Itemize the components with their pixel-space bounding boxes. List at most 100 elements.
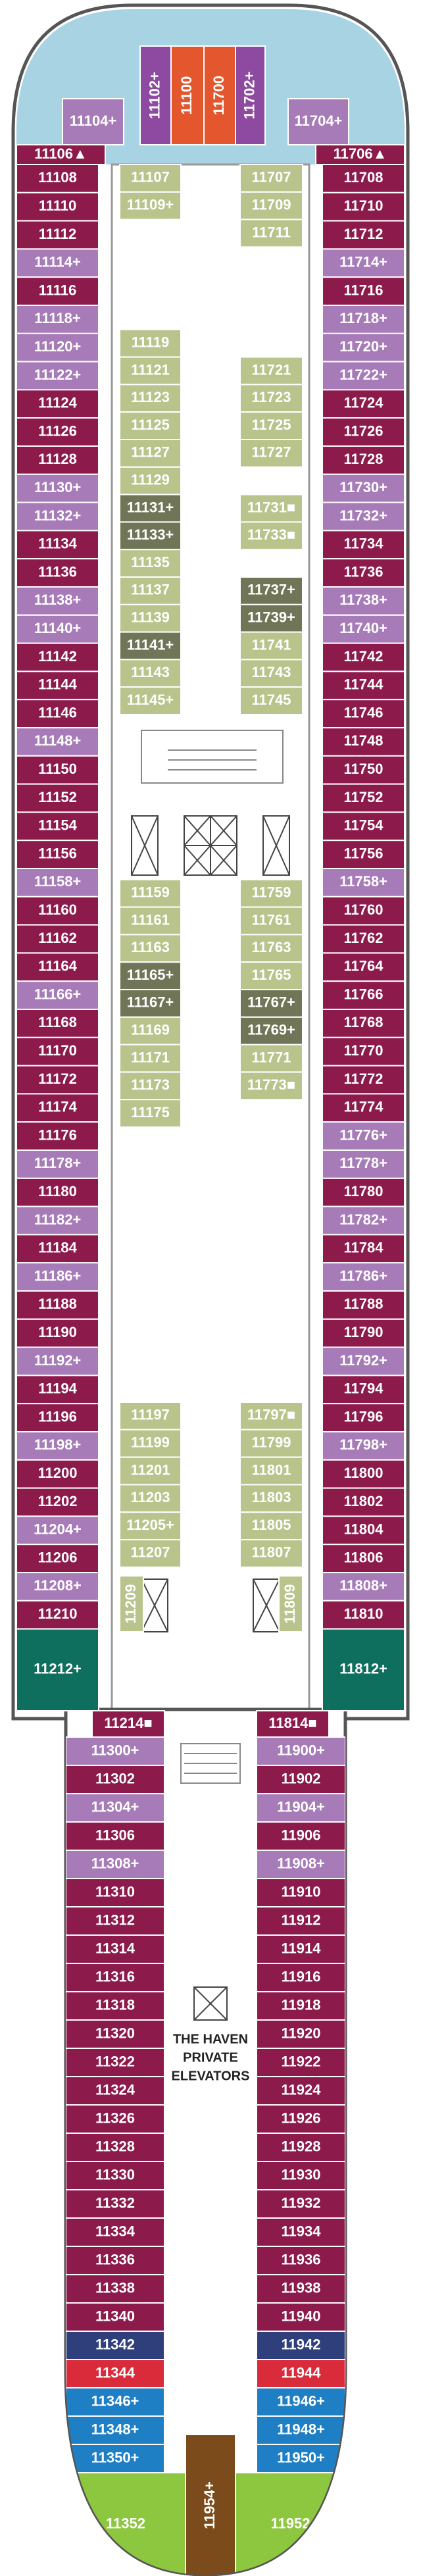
cabin	[256, 2246, 345, 2275]
cabin-label: 11350+	[91, 2449, 139, 2465]
cabin	[16, 670, 99, 701]
cabin	[119, 906, 182, 936]
cabin	[16, 1065, 99, 1095]
cabin-label: 11110	[39, 197, 77, 214]
cabin-label: 11144	[38, 676, 78, 693]
cabin	[16, 389, 99, 419]
cabin-label: 11734	[344, 536, 384, 552]
cabin	[256, 2133, 345, 2162]
cabin-label: 11112	[39, 226, 77, 242]
cabin-label: 11924	[282, 2081, 322, 2098]
cabin-label: 11114+	[34, 254, 80, 270]
cabin	[16, 1346, 99, 1376]
cabin	[322, 1009, 405, 1038]
cabin	[16, 220, 99, 250]
cabin-label: 11138+	[34, 592, 82, 608]
cabin	[66, 1793, 165, 1823]
cabin	[322, 1515, 405, 1546]
cabin-label: 11910	[282, 1883, 321, 1900]
cabin-label: 11167+	[127, 994, 174, 1011]
cabin-label: 11940	[282, 2308, 321, 2324]
cabin-label: 11721	[252, 361, 291, 378]
cabin-label: 11709	[252, 197, 291, 213]
cabin-label: 11178+	[34, 1155, 82, 1171]
cabin-label: 11176	[38, 1126, 77, 1143]
cabin	[322, 389, 405, 419]
cabin	[119, 493, 182, 523]
cabin-label: 11302	[95, 1770, 135, 1786]
cabin	[66, 1850, 165, 1879]
cabin-label: 11166+	[34, 986, 82, 1002]
cabin	[239, 1016, 303, 1046]
cabin	[16, 1036, 99, 1067]
cabin	[16, 614, 99, 644]
cabin	[322, 1544, 405, 1573]
cabin-label: 11141+	[127, 636, 174, 653]
cabin-label: 11212+	[34, 1661, 82, 1677]
cabin	[170, 45, 205, 145]
cabin	[119, 576, 182, 605]
cabin	[239, 989, 303, 1018]
cabin	[66, 1963, 165, 1992]
cabin	[256, 2331, 345, 2360]
cabin-label: 11154	[38, 817, 78, 834]
cabin-label: 11922	[282, 2053, 321, 2069]
cabin-label: 11124	[38, 395, 78, 411]
cabin	[119, 439, 182, 468]
cabin-label: 11139	[131, 609, 170, 626]
cabin-label: 11173	[131, 1076, 170, 1093]
cabin-label: 11782+	[339, 1211, 387, 1228]
cabin	[16, 305, 99, 334]
cabin-label: 11928	[282, 2138, 321, 2154]
cabin	[119, 191, 182, 220]
cabin-label: 11209	[122, 1584, 139, 1624]
cabin	[16, 1262, 99, 1292]
cabin-label: 11930	[282, 2166, 321, 2183]
cabin	[16, 1515, 99, 1546]
cabin-label: 11131+	[127, 499, 174, 515]
elevators	[131, 815, 290, 2021]
cabin	[119, 878, 182, 908]
cabin-label: 11771	[252, 1049, 291, 1065]
cabin	[256, 2104, 345, 2134]
cabin	[16, 1487, 99, 1517]
cabin-label: 11348+	[91, 2421, 139, 2437]
cabin	[16, 1600, 99, 1630]
cabin-label: 11214■	[104, 1715, 152, 1731]
cabin-label: 11129	[131, 472, 170, 488]
cabin	[322, 1431, 405, 1461]
cabin	[66, 1934, 165, 1964]
cabin-label: 11914	[282, 1940, 322, 1956]
cabin	[322, 896, 405, 926]
cabin	[119, 1402, 182, 1430]
cabin	[119, 164, 182, 193]
cabin	[256, 1765, 345, 1794]
cabin-label: 11776+	[339, 1126, 387, 1143]
cabin	[239, 1071, 303, 1101]
cabin	[315, 144, 405, 165]
cabin-label: 11206	[38, 1549, 78, 1565]
cabin-label: 11208+	[34, 1577, 82, 1594]
cabin	[322, 1628, 405, 1712]
cabin	[256, 2019, 345, 2049]
cabin	[119, 1511, 182, 1540]
cabin	[16, 1403, 99, 1432]
cabin	[239, 576, 303, 605]
cabin	[322, 1093, 405, 1123]
cabin-label: 11182+	[34, 1211, 82, 1228]
cabin	[322, 1121, 405, 1151]
cabin	[239, 1539, 303, 1568]
cabin	[322, 417, 405, 447]
cabin-label: 11190	[38, 1324, 77, 1340]
cabin	[16, 868, 99, 897]
cabin	[119, 1099, 182, 1128]
cabin-label: 11123	[131, 389, 170, 405]
cabin	[322, 755, 405, 785]
cabin-label: 11803	[252, 1489, 291, 1505]
cabin	[16, 1290, 99, 1320]
stairs	[141, 730, 284, 1784]
cabin	[256, 2444, 345, 2473]
cabin-label: 11119	[132, 334, 170, 351]
cabin-label: 11201	[131, 1461, 170, 1478]
cabin-label: 11322	[95, 2053, 135, 2069]
